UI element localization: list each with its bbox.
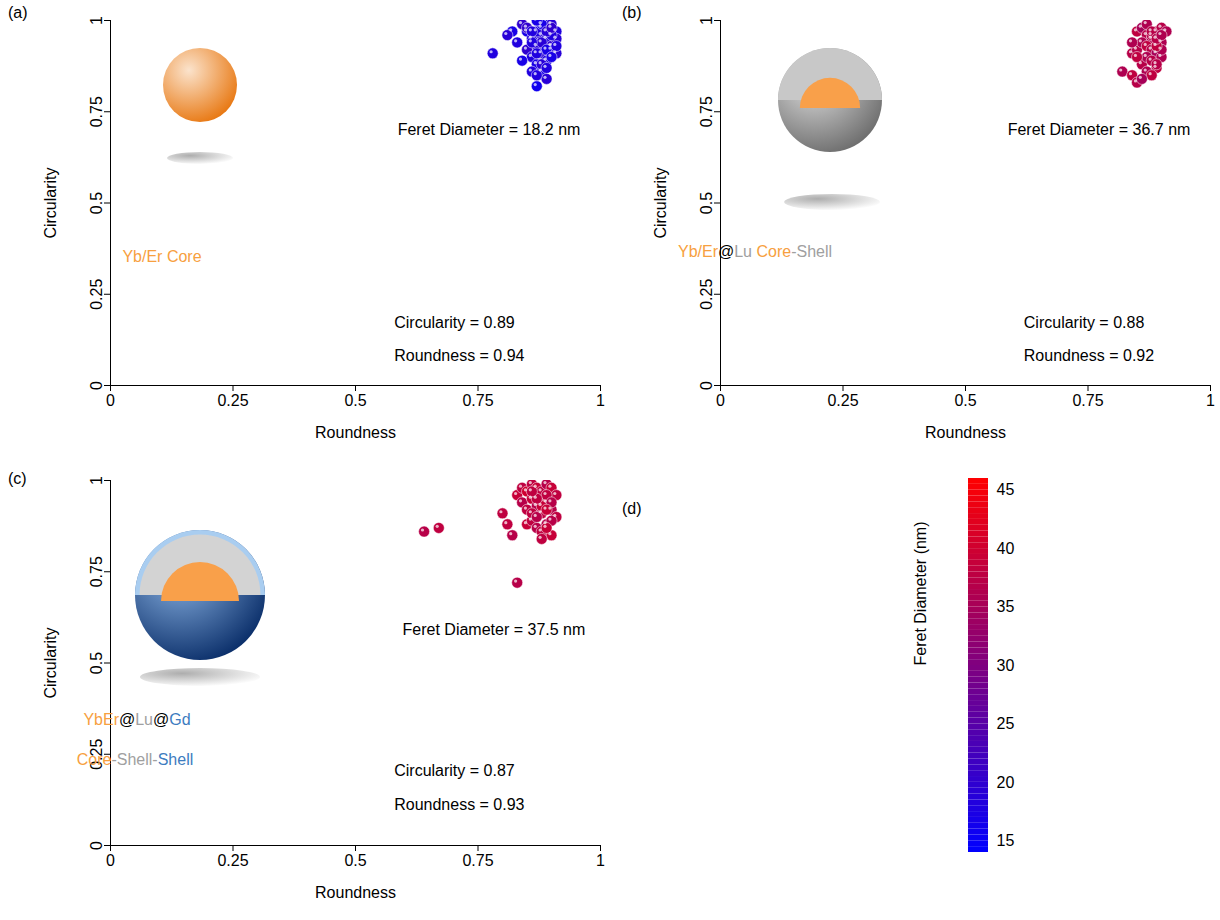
svg-text:0: 0 <box>88 841 105 850</box>
svg-text:0.75: 0.75 <box>88 556 105 587</box>
svg-text:Yb/Er Core: Yb/Er Core <box>122 248 201 265</box>
svg-text:1: 1 <box>698 16 715 25</box>
svg-text:0.5: 0.5 <box>88 652 105 674</box>
svg-text:0.25: 0.25 <box>217 392 248 409</box>
svg-text:30: 30 <box>997 657 1015 674</box>
svg-text:1: 1 <box>596 392 605 409</box>
svg-text:0.25: 0.25 <box>698 279 715 310</box>
html-text:(c): (c) <box>8 470 27 487</box>
svg-text:0.5: 0.5 <box>698 192 715 214</box>
svg-text:Roundness: Roundness <box>315 884 396 901</box>
svg-text:0: 0 <box>106 852 115 869</box>
svg-text:Feret Diameter (nm): Feret Diameter (nm) <box>912 521 929 665</box>
html-text:(b): (b) <box>622 4 642 21</box>
svg-text:1: 1 <box>1206 392 1215 409</box>
svg-text:Roundness = 0.92: Roundness = 0.92 <box>1024 347 1154 364</box>
svg-text:0.5: 0.5 <box>344 852 366 869</box>
svg-text:Circularity = 0.87: Circularity = 0.87 <box>394 762 515 779</box>
svg-text:0.25: 0.25 <box>88 279 105 310</box>
svg-text:0.5: 0.5 <box>344 392 366 409</box>
svg-text:0.75: 0.75 <box>462 852 493 869</box>
svg-text:YbEr@Lu@Gd: YbEr@Lu@Gd <box>83 711 190 728</box>
svg-text:1: 1 <box>88 476 105 485</box>
svg-text:25: 25 <box>997 715 1015 732</box>
svg-text:0: 0 <box>106 392 115 409</box>
svg-text:Circularity: Circularity <box>42 167 59 238</box>
svg-text:0.75: 0.75 <box>462 392 493 409</box>
svg-text:0.75: 0.75 <box>698 96 715 127</box>
svg-text:0.75: 0.75 <box>88 96 105 127</box>
svg-text:0.5: 0.5 <box>88 192 105 214</box>
svg-text:Feret Diameter = 18.2 nm: Feret Diameter = 18.2 nm <box>398 121 581 138</box>
svg-text:0: 0 <box>698 381 715 390</box>
svg-text:Roundness = 0.93: Roundness = 0.93 <box>394 796 524 813</box>
svg-text:Circularity: Circularity <box>652 167 669 238</box>
svg-text:0: 0 <box>716 392 725 409</box>
svg-text:Circularity = 0.89: Circularity = 0.89 <box>394 314 515 331</box>
svg-text:Feret Diameter = 37.5 nm: Feret Diameter = 37.5 nm <box>403 621 586 638</box>
svg-text:1: 1 <box>596 852 605 869</box>
svg-text:Core-Shell-Shell: Core-Shell-Shell <box>77 751 194 768</box>
svg-text:Circularity = 0.88: Circularity = 0.88 <box>1024 314 1145 331</box>
svg-text:Circularity: Circularity <box>42 627 59 698</box>
svg-text:0.25: 0.25 <box>217 852 248 869</box>
html-text:(d): (d) <box>622 500 642 517</box>
svg-text:Roundness: Roundness <box>315 424 396 441</box>
svg-text:20: 20 <box>997 773 1015 790</box>
svg-text:45: 45 <box>997 481 1015 498</box>
svg-text:Roundness = 0.94: Roundness = 0.94 <box>394 347 524 364</box>
svg-text:Yb/Er@Lu Core-Shell: Yb/Er@Lu Core-Shell <box>678 243 832 260</box>
svg-text:0.25: 0.25 <box>827 392 858 409</box>
svg-text:40: 40 <box>997 540 1015 557</box>
svg-text:Feret Diameter = 36.7 nm: Feret Diameter = 36.7 nm <box>1008 121 1191 138</box>
svg-text:1: 1 <box>88 16 105 25</box>
svg-text:0.5: 0.5 <box>954 392 976 409</box>
svg-text:Roundness: Roundness <box>925 424 1006 441</box>
html-text:(a): (a) <box>8 4 28 21</box>
svg-text:15: 15 <box>997 832 1015 849</box>
svg-text:35: 35 <box>997 598 1015 615</box>
svg-text:0.75: 0.75 <box>1072 392 1103 409</box>
svg-text:0: 0 <box>88 381 105 390</box>
